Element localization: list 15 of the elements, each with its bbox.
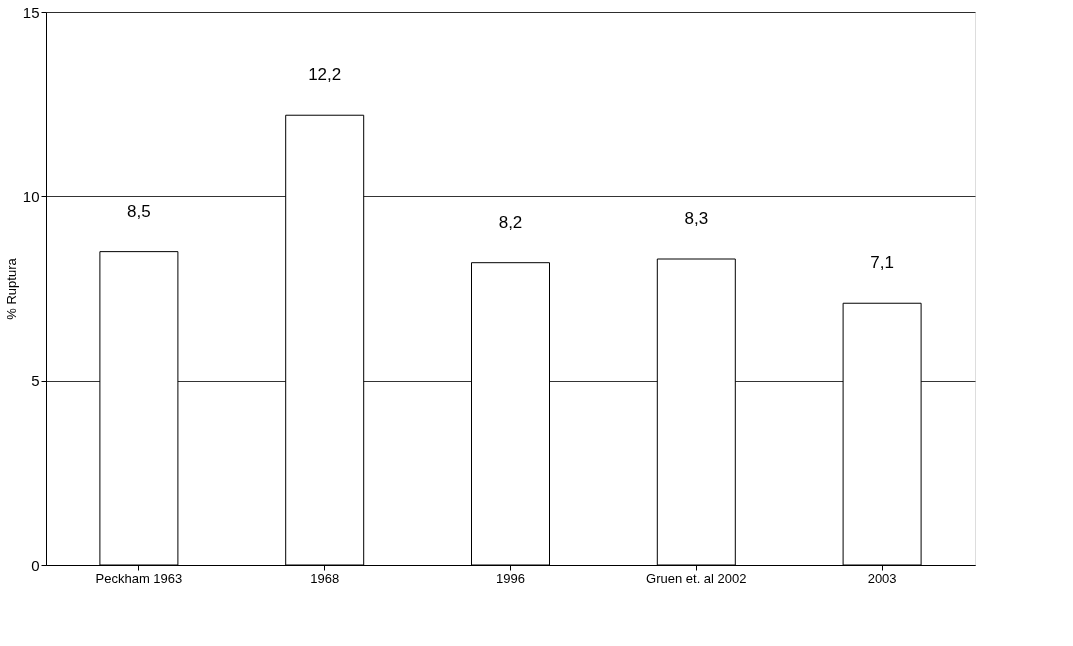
- data-label: 8,3: [684, 209, 709, 229]
- data-label: 7,1: [870, 253, 894, 273]
- data-label: 8,5: [127, 201, 151, 221]
- x-tick-label: 1996: [496, 570, 525, 586]
- data-label: 12,2: [308, 65, 342, 85]
- x-tick-label: Gruen et. al 2002: [646, 570, 747, 586]
- x-tick-label: Peckham 1963: [95, 570, 183, 586]
- y-tick-label: 5: [31, 372, 40, 390]
- y-tick-label: 0: [31, 556, 40, 574]
- data-label: 8,2: [498, 212, 523, 232]
- x-tick-label: 2003: [867, 570, 897, 586]
- y-tick-label: 10: [22, 187, 40, 205]
- x-tick-label: 1968: [310, 570, 340, 586]
- y-axis-title: % Ruptura: [3, 257, 19, 320]
- y-tick-label: 15: [22, 3, 40, 21]
